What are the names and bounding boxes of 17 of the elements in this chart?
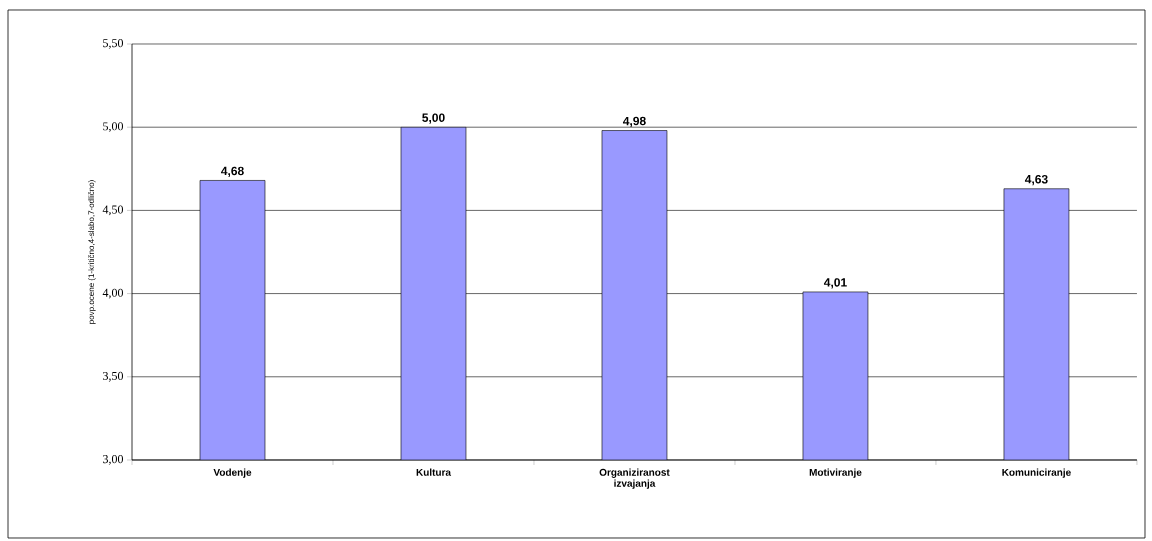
data-label: 4,63 — [1024, 175, 1048, 186]
x-tick-label: Komuniciranje — [1002, 468, 1071, 478]
data-label: 4,01 — [823, 278, 847, 289]
y-tick-label: 3,50 — [103, 371, 124, 382]
y-tick-label: 5,50 — [103, 39, 124, 49]
y-tick-label: 4,00 — [102, 288, 124, 299]
x-tick-label: Motiviranje — [809, 468, 862, 478]
data-label: 4,68 — [221, 166, 244, 177]
data-label: 4,98 — [622, 116, 646, 127]
y-axis-title: povp.ocene (1-kritično,4-slabo,7-odlično) — [88, 180, 96, 324]
y-tick-label: 3,00 — [103, 455, 124, 465]
x-tick-label: Organiziranost izvajanja — [599, 468, 670, 489]
y-tick-label: 4,50 — [102, 205, 124, 216]
y-tick-label: 5,00 — [103, 122, 124, 133]
x-tick-label: Vodenje — [213, 468, 252, 478]
x-tick-label: Kultura — [416, 468, 452, 476]
data-label: 5,00 — [422, 113, 445, 124]
